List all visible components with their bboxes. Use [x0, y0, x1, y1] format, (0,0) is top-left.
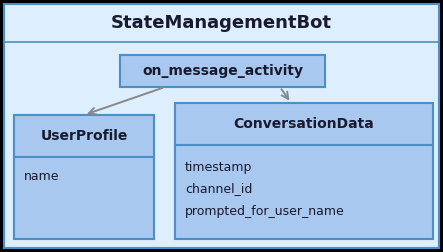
Bar: [175, 103, 433, 145]
Text: timestamp: timestamp: [185, 161, 253, 173]
Text: ConversationData: ConversationData: [233, 117, 374, 131]
Text: prompted_for_user_name: prompted_for_user_name: [185, 205, 345, 217]
Bar: [120, 55, 325, 87]
Text: on_message_activity: on_message_activity: [142, 64, 303, 78]
Bar: [14, 157, 154, 239]
Bar: [175, 145, 433, 239]
Text: StateManagementBot: StateManagementBot: [111, 14, 332, 32]
Text: channel_id: channel_id: [185, 182, 253, 196]
Bar: [14, 115, 154, 157]
Text: UserProfile: UserProfile: [40, 129, 128, 143]
Text: name: name: [24, 171, 59, 183]
